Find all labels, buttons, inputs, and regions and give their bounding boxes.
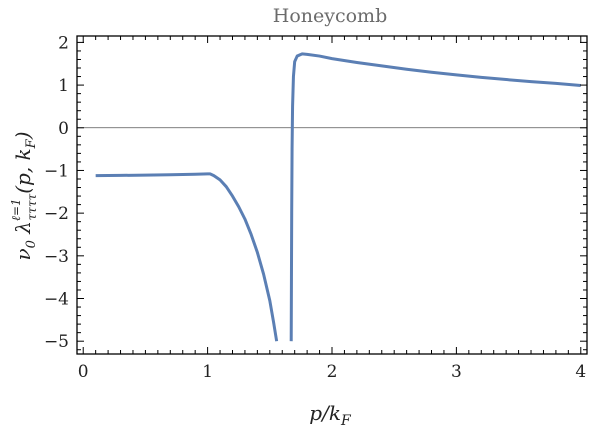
y-tick-label: 1 (58, 76, 69, 96)
y-tick-label: 2 (58, 33, 69, 53)
x-tick-labels: 0 1 2 3 4 (78, 362, 586, 382)
y-tick-label: −3 (44, 247, 69, 267)
series-line-segment (95, 172, 279, 342)
chart-title: Honeycomb (273, 5, 387, 27)
y-tick-label: −5 (44, 332, 69, 352)
y-tick-label: 0 (58, 119, 69, 139)
series-line-segment (289, 52, 581, 342)
y-tick-label: −1 (44, 161, 69, 181)
x-tick-label: 0 (78, 362, 89, 382)
plot-area: 0 1 2 3 4 −5 −4 −3 −2 −1 0 1 2 (44, 33, 588, 382)
y-tick-label: −4 (44, 290, 69, 310)
y-tick-label: −2 (44, 204, 69, 224)
plot-frame (76, 35, 588, 355)
x-tick-label: 3 (451, 362, 462, 382)
x-tick-label: 1 (202, 362, 213, 382)
x-axis-label: p/kF (309, 401, 352, 429)
y-tick-labels: −5 −4 −3 −2 −1 0 1 2 (44, 33, 69, 352)
axis-ticks (77, 36, 587, 354)
series-group (95, 52, 581, 342)
x-tick-label: 4 (575, 362, 586, 382)
y-axis-label: ν0 λℓ=1 ττττ(p, kF) (9, 131, 39, 260)
x-tick-label: 2 (327, 362, 338, 382)
